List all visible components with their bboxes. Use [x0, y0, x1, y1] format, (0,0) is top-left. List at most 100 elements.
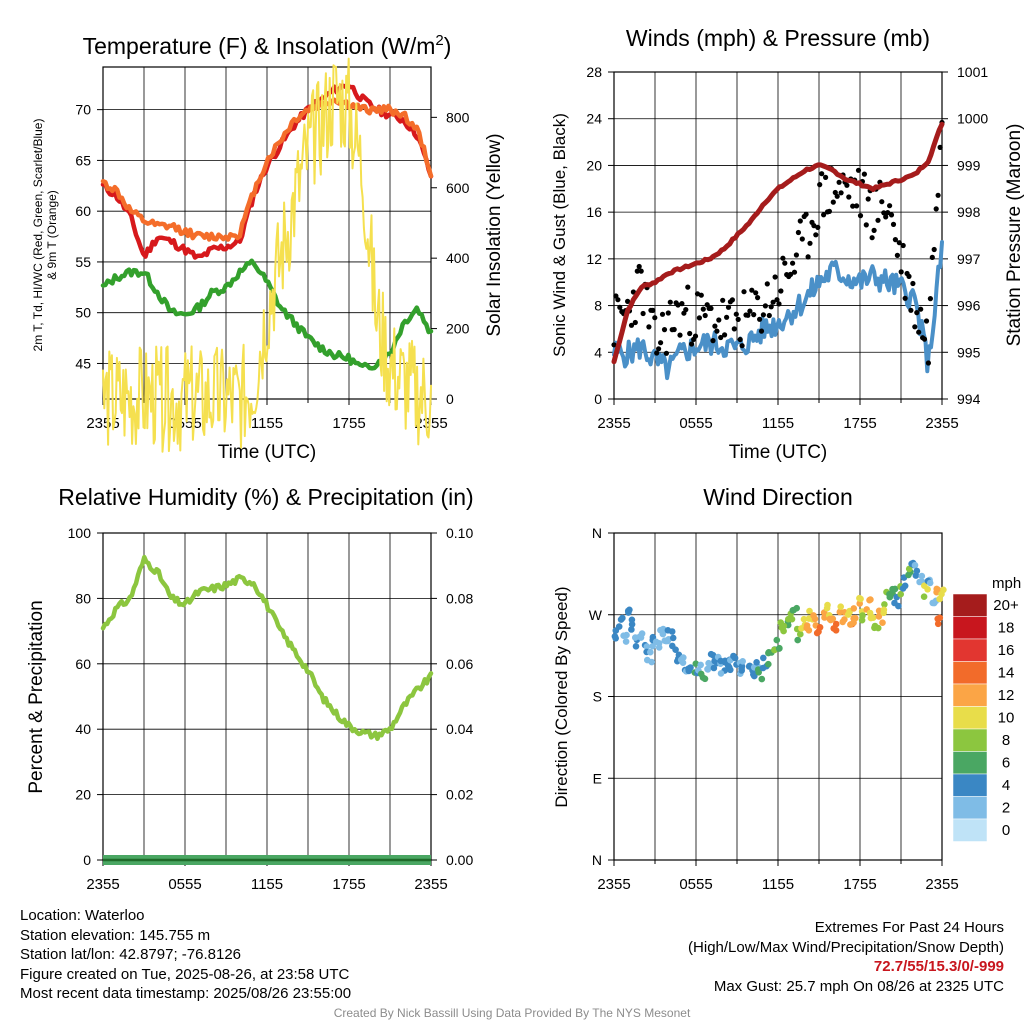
gust-point [815, 224, 821, 230]
y-tick-label: 55 [75, 254, 91, 270]
direction-point [622, 638, 630, 645]
direction-point [664, 627, 672, 634]
gust-point [663, 350, 670, 356]
series-line-2 [100, 258, 434, 371]
direction-point [773, 636, 781, 644]
gust-point [692, 333, 699, 339]
x-tick-label: 1755 [843, 876, 876, 893]
direction-point [669, 634, 677, 642]
gust-point [780, 255, 786, 261]
direction-point [938, 590, 945, 598]
gust-point [830, 199, 836, 205]
direction-point [844, 611, 852, 618]
x-tick-label: 0555 [679, 415, 712, 432]
direction-point [628, 626, 635, 633]
legend-swatch [952, 593, 988, 617]
gust-point [888, 212, 895, 218]
legend-title: mph [992, 575, 1021, 592]
y-right-tick-label: 0.10 [446, 525, 473, 541]
gust-point [667, 299, 673, 305]
direction-point [810, 612, 817, 619]
x-tick-label: 2355 [925, 876, 958, 893]
direction-point [933, 585, 940, 593]
direction-point [856, 594, 863, 602]
gust-point [836, 179, 842, 185]
x-tick-label: 1755 [332, 876, 365, 893]
direction-point [920, 593, 928, 600]
legend-label: 0 [1002, 822, 1010, 839]
gust-point [687, 330, 693, 337]
y-right-axis-label: Solar Insolation (Yellow) [484, 133, 505, 336]
gust-point [729, 297, 736, 303]
direction-point [739, 658, 746, 665]
gust-point [929, 254, 935, 260]
gust-point [819, 171, 825, 177]
gust-point [863, 222, 869, 228]
credit-line: Created By Nick Bassill Using Data Provi… [333, 1006, 691, 1020]
gust-point [921, 336, 928, 342]
direction-point [803, 624, 810, 632]
y-tick-label: 0 [83, 852, 91, 868]
direction-point [858, 616, 866, 624]
legend-swatch [952, 818, 988, 842]
gust-point [776, 301, 782, 307]
x-tick-label: 1155 [251, 415, 283, 432]
gust-point [615, 297, 621, 303]
direction-point [632, 643, 640, 650]
gust-point [628, 322, 635, 328]
direction-point [669, 642, 676, 650]
station-location: Location: Waterloo [20, 907, 145, 924]
gust-point [718, 334, 724, 341]
direction-point [647, 648, 654, 656]
direction-point [866, 596, 873, 604]
extremes-panel: Extremes For Past 24 Hours (High/Low/Max… [688, 918, 1004, 996]
direction-point [881, 601, 888, 608]
y-tick-label: 70 [75, 102, 91, 118]
x-axis-label: Time (UTC) [729, 442, 828, 463]
x-tick-label: 1755 [843, 415, 876, 432]
station-latlon: Station lat/lon: 42.8797; -76.8126 [20, 946, 242, 963]
gust-point [702, 312, 708, 319]
legend-label: 18 [998, 620, 1015, 637]
direction-point [891, 599, 898, 607]
max-gust: Max Gust: 25.7 mph On 08/26 at 2325 UTC [713, 977, 1004, 995]
gust-point [788, 271, 794, 277]
y-tick-label: 8 [594, 298, 602, 314]
y-tick-label: 45 [75, 355, 91, 371]
y-tick-label: 20 [75, 787, 91, 803]
gust-point [910, 280, 916, 287]
gust-point [689, 341, 695, 347]
gust-point [811, 223, 817, 229]
direction-point [625, 609, 632, 616]
gust-point [898, 269, 904, 275]
gust-point [900, 242, 906, 249]
direction-point [643, 643, 651, 650]
gust-point [677, 332, 683, 338]
gust-point [658, 340, 664, 346]
direction-point [789, 607, 797, 614]
direction-point [717, 670, 725, 677]
gust-point [923, 318, 930, 324]
y-tick-label: 12 [586, 251, 602, 267]
gust-point [918, 306, 924, 312]
y-axis-label: Sonic Wind & Gust (Blue, Black) [550, 113, 569, 357]
gust-point [890, 221, 897, 227]
gust-point [654, 350, 660, 356]
gust-point [813, 232, 819, 238]
y-right-tick-label: 0.06 [446, 656, 473, 672]
direction-point [934, 620, 942, 628]
y-tick-label: 16 [586, 204, 602, 220]
direction-point [776, 644, 783, 652]
direction-point [850, 605, 858, 612]
series-line-rh [100, 554, 434, 742]
gust-point [937, 144, 943, 150]
direction-point [679, 659, 687, 666]
y-right-tick-label: 800 [446, 109, 470, 125]
gust-point [854, 203, 860, 209]
gust-point [712, 323, 718, 329]
direction-point [866, 609, 874, 617]
gust-point [751, 312, 757, 318]
direction-point [659, 630, 667, 638]
legend-swatch [952, 706, 988, 730]
gust-point [652, 315, 658, 321]
